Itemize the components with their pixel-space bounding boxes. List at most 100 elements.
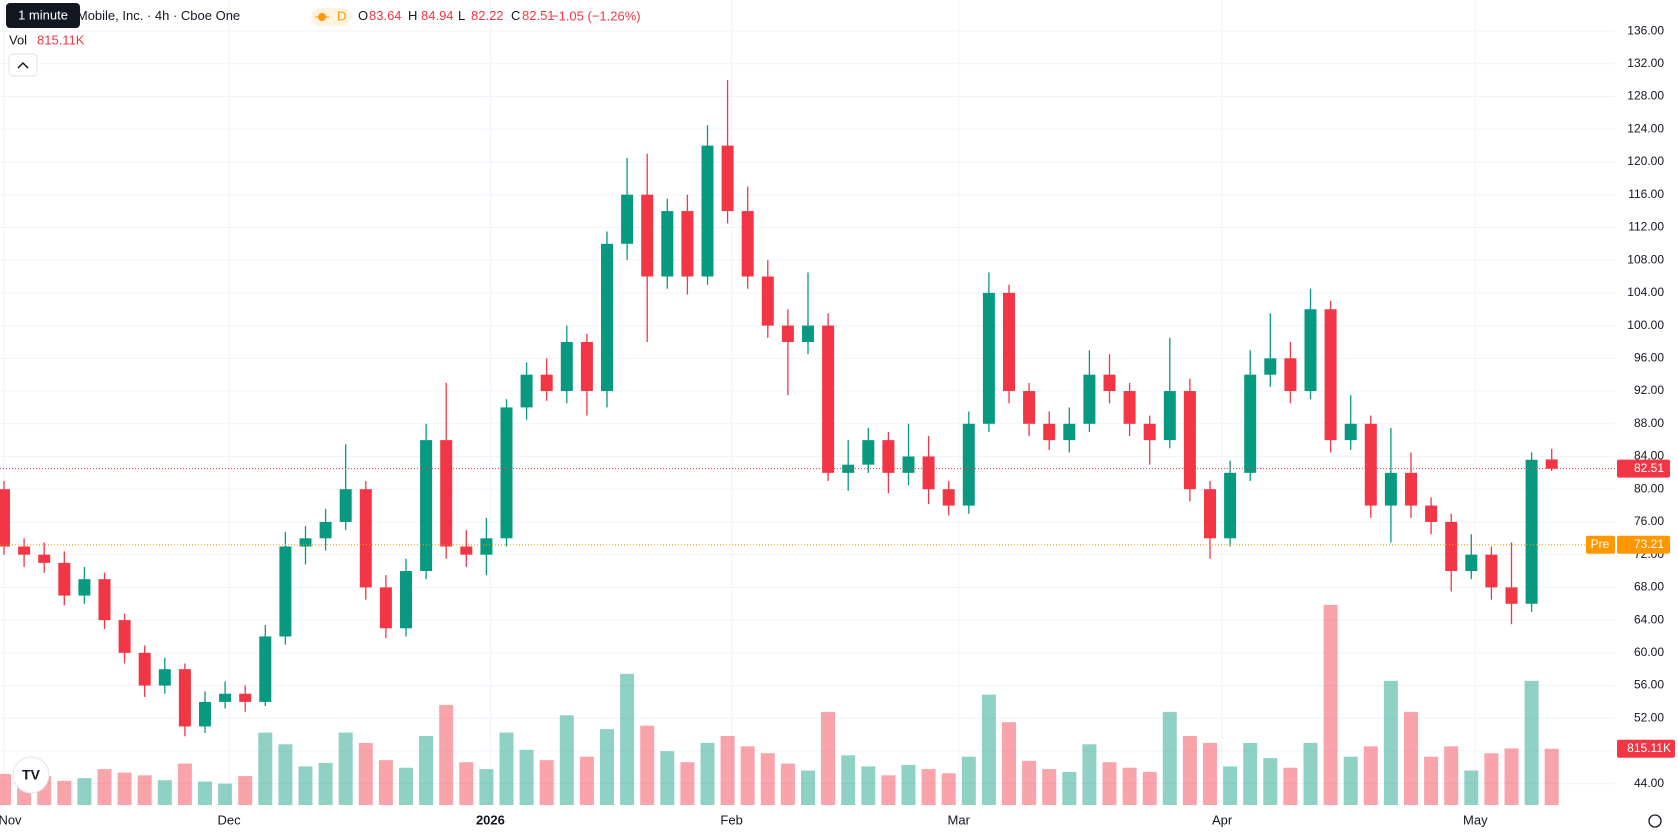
candle-body [1344,423,1357,441]
candle-body [1405,472,1417,506]
candle-body [741,211,754,277]
y-tick-label: 80.00 [1634,481,1664,495]
logo[interactable]: TV [12,756,50,794]
session-icon [311,8,351,26]
y-tick-label: 100.00 [1627,318,1664,332]
candle-body [199,701,211,727]
legend: SpaceMobile, Inc. · 4h · Cboe One [40,8,240,23]
last-price-label: 82.51 [1634,461,1664,475]
candle-body [1123,391,1136,424]
candle-body [621,194,634,244]
y-tick-label: 120.00 [1627,154,1664,168]
volume-bar [1424,756,1439,805]
y-tick-label: 68.00 [1634,580,1664,594]
volume-bar [861,766,876,805]
candle-body [98,579,111,621]
volume-bar [177,763,192,805]
volume-bar [117,772,132,805]
volume-bar [1343,756,1358,805]
y-tick-label: 116.00 [1628,187,1664,201]
x-tick-label: Feb [720,812,742,827]
volume-bar [519,749,534,805]
candle-body [480,538,493,555]
collapse-button[interactable] [8,53,38,77]
ohlc-value: 82.51 [522,8,555,23]
y-tick-label: 128.00 [1627,89,1664,103]
volume-bar [760,753,775,805]
volume-bar [0,773,11,805]
pre-label: Pre [1591,537,1610,551]
candle-body [1465,554,1478,572]
candle-body [118,620,131,653]
settings-button[interactable] [1648,814,1662,828]
candle-body [1143,423,1156,441]
volume-bar [1303,742,1318,805]
volume-bar [961,756,976,805]
candle-body [1485,554,1498,588]
candle-body [761,276,774,326]
volume-bar [57,780,72,805]
volume-tag-label: 815.11K [1627,741,1671,755]
volume-bar [258,732,273,805]
candle-body [601,243,613,392]
volume-bar [1484,753,1499,805]
volume-bar [97,769,112,805]
candle-body [681,211,694,277]
tooltip-box [6,3,80,28]
x-tick-label: Dec [218,812,242,827]
x-tick-label: Apr [1212,812,1233,827]
candle-body [1244,374,1257,473]
volume-bar [1162,711,1177,805]
candle-body [219,693,232,702]
candle-body [299,538,312,547]
y-tick-label: 52.00 [1634,710,1664,724]
y-tick-label: 84.00 [1634,449,1664,463]
change: −1.05 (−1.26%) [551,8,641,23]
symbol-title: SpaceMobile, Inc. · 4h · Cboe One [40,8,240,23]
volume-bar [1383,680,1398,805]
y-tick-label: 60.00 [1634,645,1664,659]
candle-body [862,440,875,465]
y-tick-label: 132.00 [1627,56,1664,70]
candle-body [58,562,71,596]
candle-body [0,489,10,547]
volume-bar [1363,746,1378,805]
marks [0,80,1615,805]
volume-bar [901,764,916,805]
volume-bar [338,732,353,805]
candle-body [882,440,895,473]
volume-bar [1082,744,1097,805]
volume-bar [941,773,956,805]
y-tick-label: 64.00 [1634,612,1664,626]
volume-bar [921,769,936,805]
x-tick-label: Nov [0,812,22,827]
volume-bar [1102,762,1117,805]
y-tick-label: 112.00 [1628,220,1664,234]
candle-body [922,456,935,490]
y-tick-label: 104.00 [1627,285,1664,299]
volume-bar [358,742,373,805]
volume-bar [1544,748,1559,805]
ohlc-value: 83.64 [369,8,402,23]
ohlc-key: O [358,8,368,23]
volume-bar [238,776,253,805]
y-tick-label: 136.00 [1627,23,1664,37]
volume-bar [278,744,293,805]
grid [0,0,1615,805]
candle-body [520,374,533,408]
x-tick-label: Mar [948,812,971,827]
candle-body [1183,391,1196,490]
y-tick-label: 108.00 [1627,252,1664,266]
volume-bar [841,755,856,805]
volume-bar [1243,742,1258,805]
volume-bar [137,775,152,805]
volume-bar [1142,771,1157,805]
svg-text:TV: TV [22,767,41,783]
volume-bar [1323,604,1338,805]
candle-body [379,587,392,629]
volume-bar [801,770,815,805]
volume-bar [881,775,896,805]
ohlc-legend: O83.64 H 84.94 L 82.22 C 82.51 [358,8,555,23]
candle-body [18,546,31,555]
volume-bar [559,715,574,805]
